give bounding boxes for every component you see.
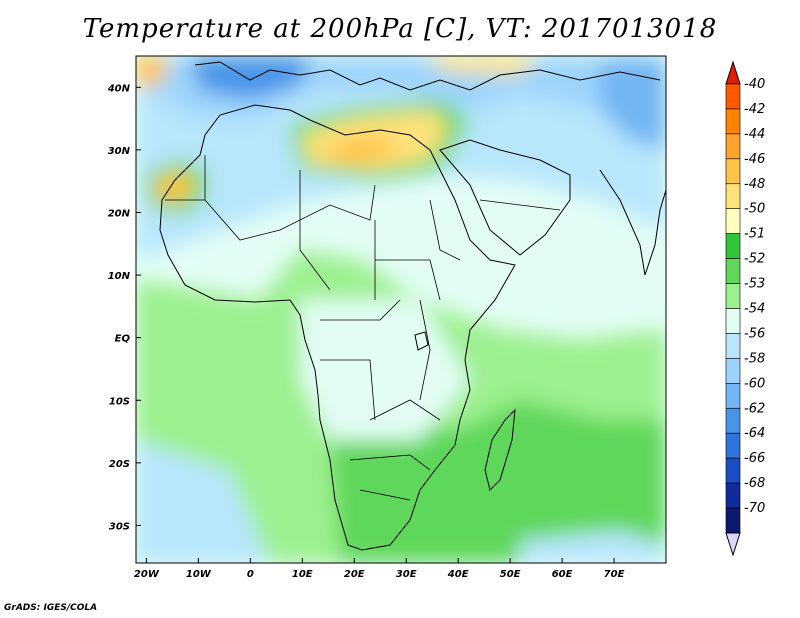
- grads-credit: GrADS: IGES/COLA: [4, 603, 98, 613]
- colorbar-label: -54: [744, 302, 765, 317]
- colorbar-label: -42: [744, 102, 765, 117]
- colorbar-box: [725, 407, 741, 434]
- colorbar-box: [725, 283, 741, 309]
- x-tick-label: 10W: [186, 569, 212, 580]
- y-tick-label: EQ: [115, 334, 131, 345]
- colorbar-box: [725, 83, 741, 110]
- colorbar-arrow-bottom: [725, 532, 741, 557]
- colorbar-box: [725, 183, 741, 210]
- x-tick-label: 70E: [604, 569, 625, 580]
- x-tick-label: 40E: [447, 569, 469, 580]
- arabia-coastline: [439, 139, 571, 256]
- colorbar-box: [725, 233, 741, 259]
- y-tick-label: 20N: [108, 208, 131, 219]
- warm-zone-atlantic-north: [136, 56, 168, 90]
- y-tick-label: 20S: [109, 459, 130, 470]
- cold-zone-southeast: [520, 530, 666, 563]
- y-axis-ticks: 40N 30N 20N 10N EQ 10S 20S 30S: [107, 83, 141, 532]
- colorbar-label: -50: [744, 202, 765, 217]
- colorbar-arrow-top: [725, 60, 741, 85]
- plot-frame: [135, 55, 667, 564]
- y-tick-label: 10S: [109, 396, 130, 407]
- colorbar-boxes: [725, 60, 741, 557]
- colorbar-label: -46: [744, 152, 765, 167]
- colorbar-label: -62: [744, 401, 765, 416]
- colorbar-box: [725, 158, 741, 185]
- colorbar-label: -53: [744, 277, 765, 292]
- colorbar-label: -48: [744, 177, 765, 192]
- cold-zone-mediterranean: [190, 56, 310, 100]
- colorbar-box: [725, 482, 741, 509]
- y-tick-label: 30S: [109, 521, 130, 532]
- coastlines: [159, 61, 666, 551]
- colorbar-box: [725, 333, 741, 359]
- madagascar-coastline: [484, 408, 516, 491]
- colorbar-box: [725, 208, 741, 234]
- colorbar-label: -44: [744, 127, 765, 142]
- y-tick-label: 10N: [108, 271, 131, 282]
- lake-victoria: [414, 331, 429, 351]
- europe-coastline: [194, 61, 661, 91]
- chart-title: Temperature at 200hPa [C], VT: 201701301…: [82, 14, 718, 44]
- x-tick-label: 60E: [552, 569, 573, 580]
- colorbar-box: [725, 308, 741, 334]
- colorbar-box: [725, 457, 741, 484]
- x-tick-label: 20E: [344, 569, 365, 580]
- colorbar-label: -51: [744, 227, 765, 242]
- colorbar-label: -40: [744, 77, 765, 92]
- x-tick-label: 50E: [500, 569, 521, 580]
- colorbar-label: -56: [744, 326, 765, 341]
- cold-zone-southwest: [136, 440, 270, 563]
- colorbar-label: -68: [744, 476, 765, 491]
- cold-zone-india: [600, 60, 666, 150]
- colorbar-box: [725, 108, 741, 135]
- border-lines: [165, 155, 561, 501]
- warm-zone-sahara-core: [330, 135, 400, 165]
- colorbar-label: -70: [744, 501, 765, 516]
- colorbar-box: [725, 383, 741, 409]
- x-tick-label: 20W: [134, 569, 160, 580]
- x-tick-label: 30E: [396, 569, 417, 580]
- colorbar-label: -66: [744, 451, 765, 466]
- x-axis-ticks: 20W 10W 0 10E 20E 30E 40E 50E 60E 70E: [134, 558, 625, 580]
- colorbar-label: -58: [744, 351, 765, 366]
- colorbar-label: -64: [744, 426, 765, 441]
- colorbar-box: [725, 507, 741, 534]
- colorbar-box: [725, 258, 741, 284]
- warm-zone-arctic-top: [420, 56, 540, 75]
- colorbar-box: [725, 133, 741, 160]
- colorbar-label: -60: [744, 376, 765, 391]
- india-coastline: [599, 169, 666, 276]
- colorbar-box: [725, 432, 741, 459]
- light-band-east-africa: [300, 300, 470, 440]
- colorbar-box: [725, 358, 741, 384]
- y-tick-label: 30N: [108, 146, 131, 157]
- x-tick-label: 10E: [292, 569, 313, 580]
- x-tick-label: 0: [247, 569, 254, 580]
- colorbar-label: -52: [744, 252, 765, 267]
- y-tick-label: 40N: [107, 83, 131, 94]
- africa-coastline: [159, 104, 516, 551]
- colorbar-labels: -40 -42 -44 -46 -48 -50 -51 -52 -53 -54 -56 -58 -60 -…: [744, 77, 765, 516]
